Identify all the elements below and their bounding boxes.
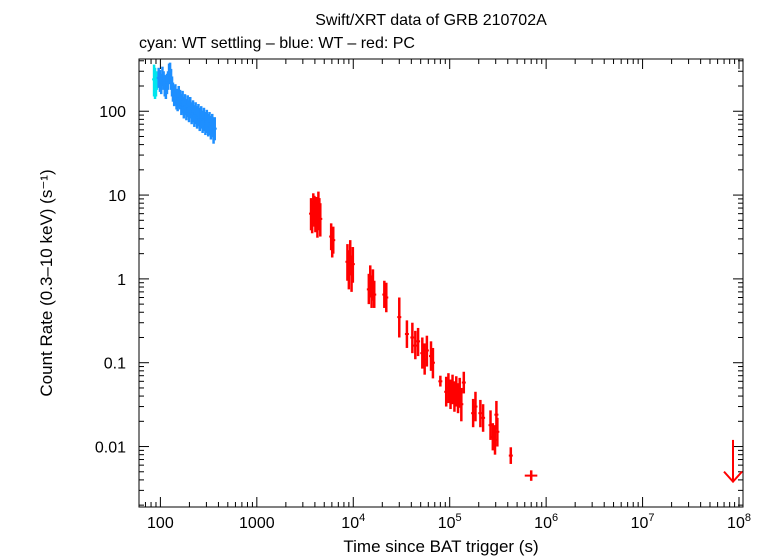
y-tick-label: 100 (99, 104, 126, 121)
chart-subtitle: cyan: WT settling – blue: WT – red: PC (139, 35, 415, 52)
x-tick-label: 105 (438, 512, 462, 532)
x-tick-label: 100 (147, 515, 174, 532)
series-pc (309, 191, 538, 481)
data-point (384, 282, 389, 313)
data-point (473, 391, 478, 422)
data-point (481, 404, 486, 432)
data-point (416, 327, 421, 357)
data-point (410, 322, 415, 354)
data-point (413, 330, 418, 360)
data-point (372, 280, 377, 308)
data-point (508, 447, 513, 464)
data-point (459, 387, 464, 422)
y-tick-label: 0.01 (95, 440, 126, 457)
y-tick-label: 1 (117, 272, 126, 289)
data-point (212, 117, 217, 141)
y-tick-label: 0.1 (104, 356, 126, 373)
series-wt (156, 62, 217, 144)
y-tick-label: 10 (108, 188, 126, 205)
upper-limit-arrow (723, 439, 743, 484)
data-point (478, 399, 483, 428)
data-point (495, 417, 500, 447)
data-point (430, 347, 435, 379)
data-point (350, 247, 355, 283)
x-axis-label: Time since BAT trigger (s) (343, 537, 538, 556)
data-point (438, 375, 443, 387)
data-point (331, 226, 336, 254)
data-point (318, 203, 323, 237)
series-wt-settling (152, 64, 159, 99)
x-tick-label: 106 (534, 512, 558, 532)
chart-title: Swift/XRT data of GRB 210702A (315, 12, 547, 29)
x-tick-label: 108 (727, 512, 751, 532)
x-tick-label: 107 (631, 512, 655, 532)
x-tick-label: 1000 (239, 515, 275, 532)
data-point (404, 320, 409, 348)
data-point (524, 470, 538, 481)
upper-limit-head (723, 470, 743, 484)
y-axis-label: Count Rate (0.3–10 keV) (s⁻¹) (37, 169, 56, 396)
x-tick-label: 104 (341, 512, 365, 532)
data-point (461, 371, 466, 394)
data-point (424, 335, 429, 367)
plot-area-frame (138, 58, 744, 508)
data-point (397, 297, 402, 338)
